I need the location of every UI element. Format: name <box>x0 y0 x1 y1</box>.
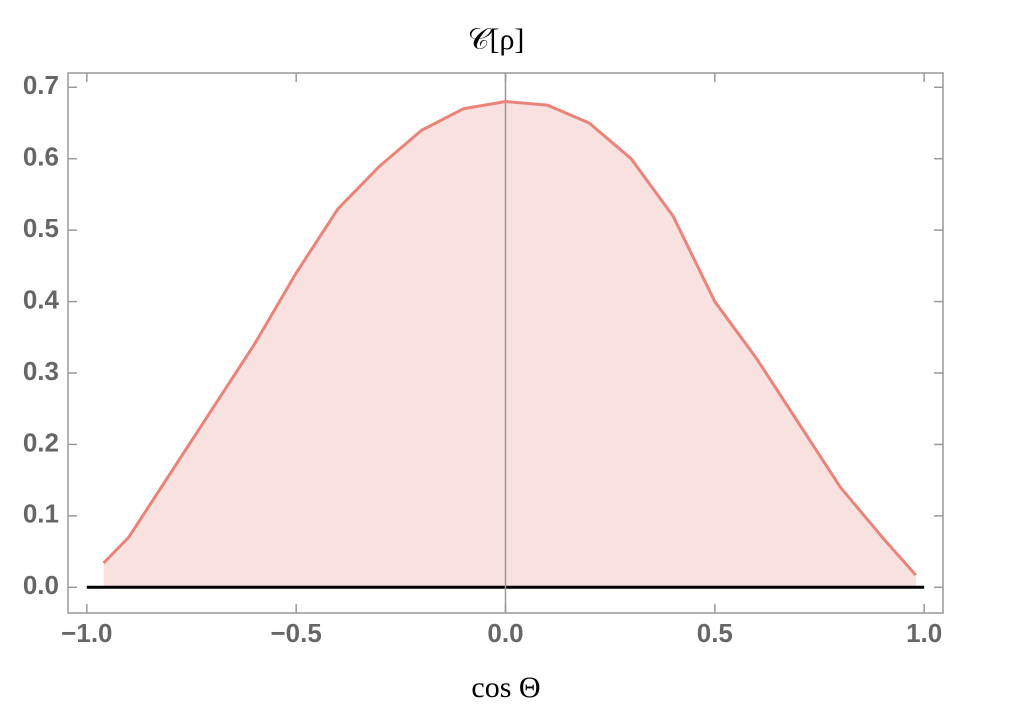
x-tick-label: −1.0 <box>61 618 112 648</box>
y-tick-label: 0.2 <box>23 427 59 457</box>
x-tick-label: 0.0 <box>487 618 523 648</box>
line <box>102 100 917 577</box>
y-tick-label: 0.6 <box>23 142 59 172</box>
area-fill <box>103 101 916 588</box>
x-tick-label: 0.5 <box>697 618 733 648</box>
y-tick-label: 0.1 <box>23 499 59 529</box>
x-tick-label: 1.0 <box>906 618 942 648</box>
x-axis-label: cos Θ <box>471 671 540 704</box>
x-tick-label: −0.5 <box>271 618 322 648</box>
y-tick-label: 0.5 <box>23 213 59 243</box>
y-tick-label: 0.3 <box>23 356 59 386</box>
y-tick-label: 0.4 <box>23 284 60 314</box>
y-tick-label: 0.0 <box>23 570 59 600</box>
y-tick-label: 0.7 <box>23 70 59 100</box>
chart-title: 𝒞[ρ] <box>468 23 525 56</box>
